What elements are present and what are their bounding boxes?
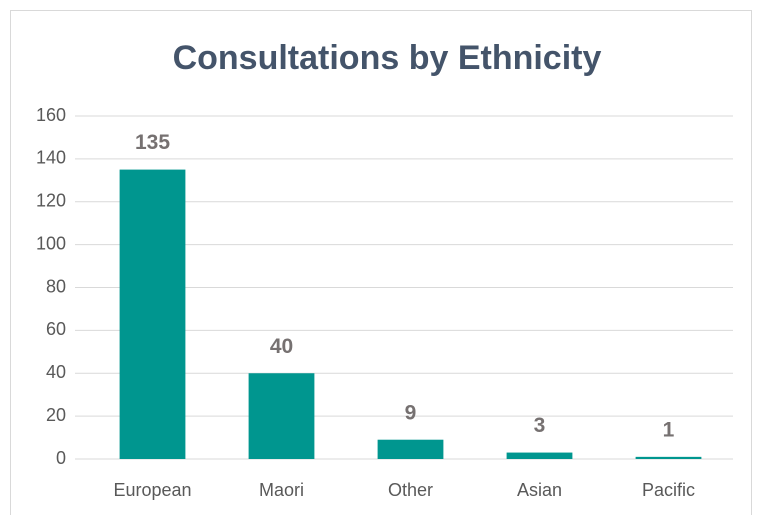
y-tick-label: 0 bbox=[56, 448, 66, 468]
data-label: 40 bbox=[270, 335, 293, 358]
data-label: 1 bbox=[663, 418, 675, 441]
x-tick-label: European bbox=[113, 480, 191, 500]
y-tick-label: 40 bbox=[46, 362, 66, 382]
x-tick-label: Other bbox=[388, 480, 433, 500]
y-tick-label: 140 bbox=[36, 148, 66, 168]
x-tick-label: Pacific bbox=[642, 480, 695, 500]
data-label: 3 bbox=[534, 414, 546, 437]
data-label: 135 bbox=[135, 131, 170, 154]
y-tick-label: 60 bbox=[46, 319, 66, 339]
y-tick-label: 100 bbox=[36, 233, 66, 253]
bar bbox=[377, 439, 444, 459]
bar bbox=[506, 452, 573, 459]
y-tick-label: 20 bbox=[46, 405, 66, 425]
bar bbox=[119, 169, 186, 459]
x-tick-label: Asian bbox=[517, 480, 562, 500]
data-label: 9 bbox=[405, 401, 417, 424]
chart-title: Consultations by Ethnicity bbox=[173, 39, 602, 77]
bar bbox=[635, 456, 702, 459]
bar bbox=[248, 373, 315, 459]
y-tick-label: 160 bbox=[36, 105, 66, 125]
y-tick-label: 80 bbox=[46, 276, 66, 296]
y-tick-label: 120 bbox=[36, 191, 66, 211]
x-tick-label: Maori bbox=[259, 480, 304, 500]
